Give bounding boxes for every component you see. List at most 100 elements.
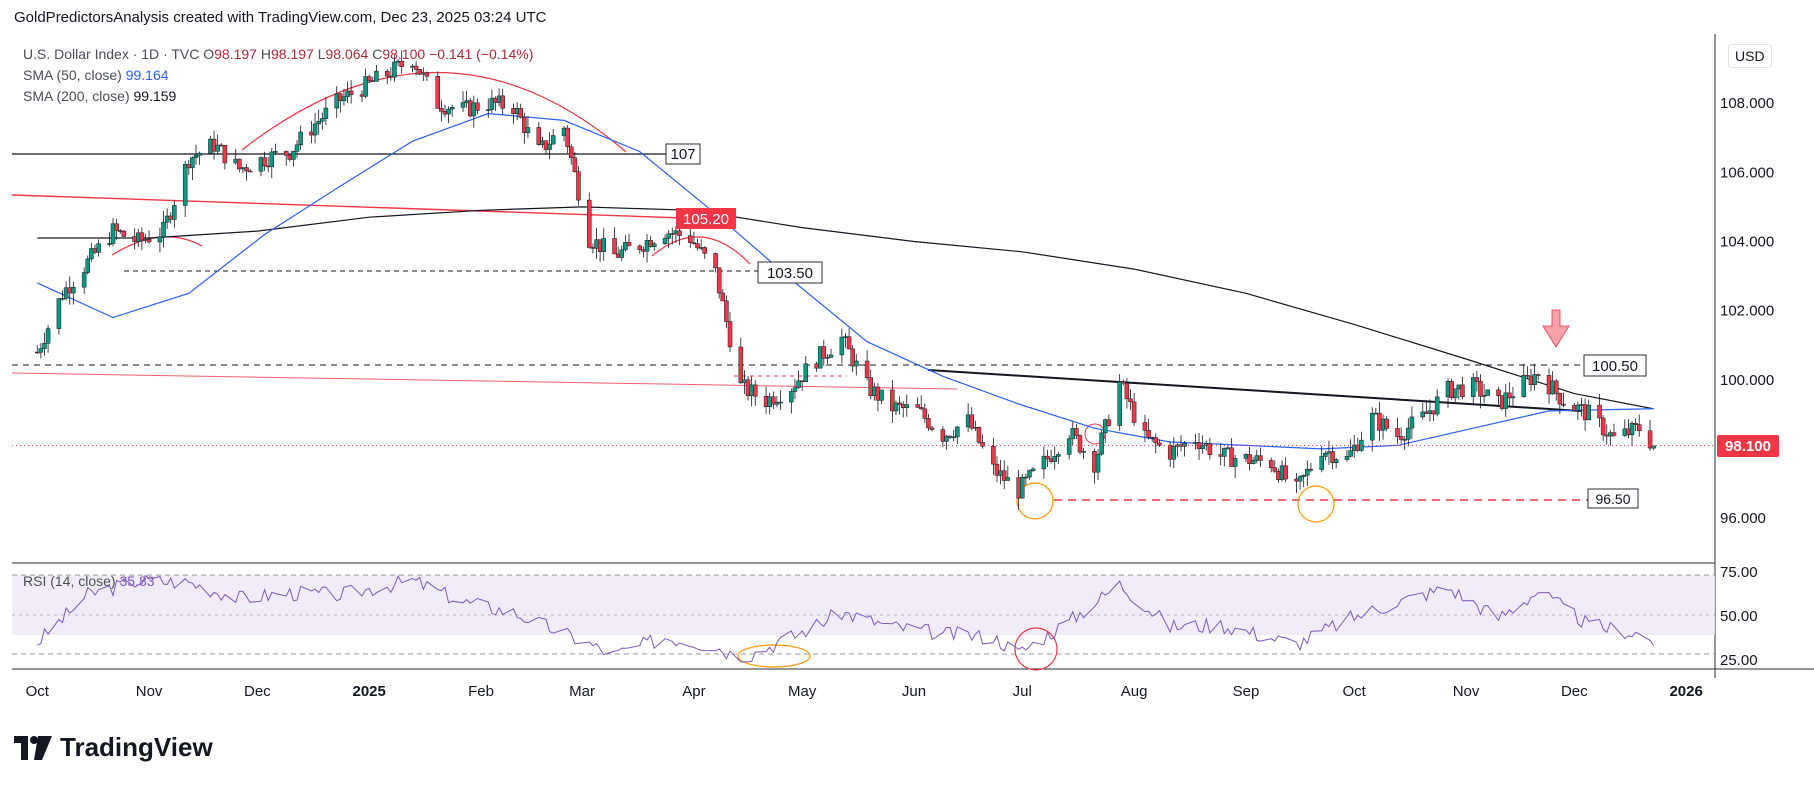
candle[interactable]	[879, 389, 884, 405]
candle[interactable]	[1207, 437, 1213, 460]
candle[interactable]	[1283, 457, 1288, 483]
candle[interactable]	[1420, 402, 1425, 420]
candle[interactable]	[1247, 446, 1252, 471]
candle[interactable]	[893, 400, 899, 416]
candle[interactable]	[846, 328, 852, 350]
candle[interactable]	[716, 267, 722, 299]
candle[interactable]	[1333, 457, 1339, 469]
candle[interactable]	[1146, 419, 1151, 440]
symbol-name[interactable]: U.S. Dollar Index · 1D · TVC	[23, 46, 200, 62]
candle[interactable]	[980, 434, 985, 449]
candle[interactable]	[110, 218, 116, 247]
candle[interactable]	[724, 295, 729, 329]
candle[interactable]	[738, 337, 744, 384]
candle[interactable]	[341, 88, 347, 106]
candle[interactable]	[1074, 424, 1079, 440]
candle[interactable]	[890, 379, 895, 423]
candle[interactable]	[1561, 392, 1566, 408]
candle[interactable]	[1153, 433, 1159, 454]
candle[interactable]	[1200, 435, 1205, 454]
candle[interactable]	[193, 144, 199, 165]
candle[interactable]	[976, 426, 982, 444]
candle[interactable]	[42, 332, 47, 356]
candle[interactable]	[904, 394, 910, 417]
candle[interactable]	[139, 227, 145, 251]
candle[interactable]	[298, 125, 303, 150]
candle[interactable]	[1171, 437, 1177, 469]
candle[interactable]	[1102, 418, 1108, 443]
candle[interactable]	[572, 151, 578, 173]
candle[interactable]	[1471, 373, 1476, 406]
candle[interactable]	[803, 355, 809, 383]
sma200-line[interactable]	[37, 206, 1654, 410]
candle[interactable]	[792, 378, 798, 400]
candle[interactable]	[1001, 460, 1007, 490]
candle[interactable]	[348, 80, 354, 104]
candle[interactable]	[929, 425, 935, 432]
candle[interactable]	[778, 390, 783, 410]
candle[interactable]	[96, 239, 101, 257]
candle[interactable]	[237, 158, 242, 173]
candle[interactable]	[1532, 363, 1537, 391]
candle[interactable]	[1521, 363, 1527, 398]
candle[interactable]	[1474, 371, 1480, 392]
candle[interactable]	[1128, 389, 1133, 411]
candle[interactable]	[828, 348, 834, 358]
candle[interactable]	[568, 144, 574, 165]
legend-sma200-row[interactable]: SMA (200, close) 99.159	[23, 86, 533, 107]
candle[interactable]	[1395, 417, 1400, 444]
candle[interactable]	[940, 426, 946, 448]
candle[interactable]	[670, 227, 675, 245]
candle[interactable]	[1258, 447, 1263, 468]
candle[interactable]	[644, 233, 650, 263]
candle[interactable]	[392, 54, 397, 82]
candle[interactable]	[262, 151, 267, 171]
candle[interactable]	[1586, 399, 1591, 421]
candle[interactable]	[774, 396, 780, 408]
candle[interactable]	[89, 243, 94, 262]
candle[interactable]	[449, 104, 455, 117]
candle[interactable]	[500, 89, 505, 116]
candle[interactable]	[366, 74, 372, 83]
candle[interactable]	[969, 407, 974, 430]
candle[interactable]	[626, 233, 632, 247]
candle[interactable]	[294, 140, 300, 158]
candle[interactable]	[56, 297, 62, 335]
candle[interactable]	[1384, 416, 1389, 432]
candle[interactable]	[1348, 439, 1353, 458]
candle[interactable]	[720, 289, 726, 302]
candle[interactable]	[197, 151, 202, 165]
candle[interactable]	[1344, 450, 1350, 462]
candle[interactable]	[424, 71, 430, 82]
candle[interactable]	[114, 218, 119, 240]
sma50-line[interactable]	[37, 112, 1654, 450]
candle[interactable]	[547, 132, 552, 160]
candle[interactable]	[1597, 394, 1602, 428]
candle[interactable]	[460, 91, 466, 112]
candle[interactable]	[1272, 460, 1278, 474]
candle[interactable]	[1369, 407, 1375, 452]
candle[interactable]	[825, 354, 830, 365]
candle[interactable]	[1052, 446, 1057, 470]
candle[interactable]	[619, 245, 625, 262]
candle[interactable]	[1575, 401, 1581, 421]
candle[interactable]	[247, 169, 253, 173]
candle[interactable]	[374, 64, 379, 82]
candle[interactable]	[713, 252, 718, 273]
candle[interactable]	[702, 246, 707, 259]
candle[interactable]	[897, 396, 902, 415]
candle[interactable]	[1027, 469, 1032, 480]
candle[interactable]	[121, 230, 127, 238]
candle[interactable]	[1608, 429, 1613, 446]
candle[interactable]	[489, 89, 495, 113]
candle[interactable]	[1131, 393, 1137, 426]
candle[interactable]	[651, 241, 657, 251]
candle[interactable]	[1294, 473, 1299, 493]
candle[interactable]	[1359, 431, 1364, 452]
candle[interactable]	[666, 229, 671, 249]
candle[interactable]	[1182, 440, 1187, 457]
candle[interactable]	[1535, 373, 1541, 381]
candle[interactable]	[1409, 406, 1415, 439]
candle[interactable]	[1485, 389, 1490, 396]
candle[interactable]	[1268, 457, 1274, 473]
